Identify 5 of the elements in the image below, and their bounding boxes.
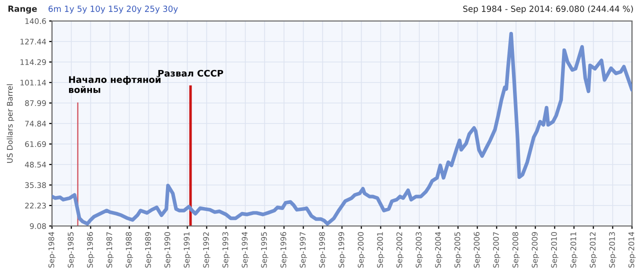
text: Sep 1984 - Sep 2014: 69.080 (244.44 %): [463, 5, 633, 14]
text: 6m 1y 5y 10y 15y 20y 25y 30y: [48, 6, 178, 14]
ref-line-label: Начало нефтяной войны: [69, 76, 160, 94]
text: Range: [8, 6, 37, 14]
ref-line-label: Развал СССР: [158, 70, 224, 77]
